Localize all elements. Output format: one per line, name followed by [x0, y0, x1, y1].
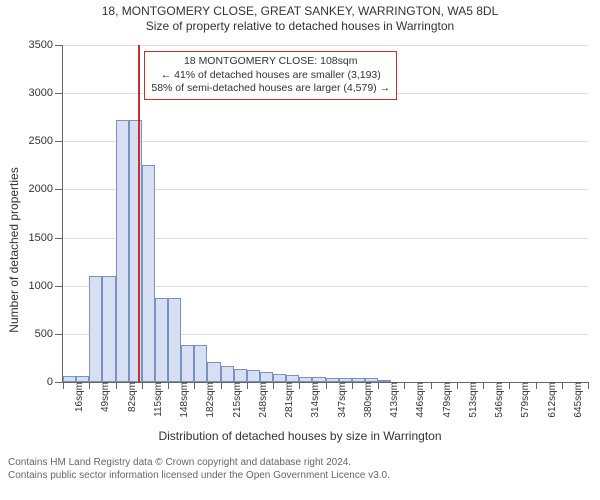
x-tick-label: 248sqm: [250, 382, 269, 418]
histogram-bar: [221, 366, 234, 382]
y-tick-label: 2000: [29, 183, 63, 195]
x-tick: [194, 382, 195, 389]
histogram-bar: [207, 362, 220, 382]
x-tick: [562, 382, 563, 389]
annotation-line-1: 18 MONTGOMERY CLOSE: 108sqm: [151, 55, 390, 69]
histogram-bar: [234, 369, 247, 382]
x-axis-title: Distribution of detached houses by size …: [0, 429, 600, 443]
x-tick: [142, 382, 143, 389]
histogram-bar: [260, 372, 273, 382]
x-tick-label: 678sqm: [591, 382, 600, 418]
histogram-bar: [194, 345, 207, 382]
x-tick: [89, 382, 90, 389]
grid-line: [63, 45, 588, 46]
y-tick-label: 500: [35, 328, 63, 340]
x-tick: [326, 382, 327, 389]
x-tick: [352, 382, 353, 389]
x-tick: [168, 382, 169, 389]
footer: Contains HM Land Registry data © Crown c…: [0, 453, 600, 488]
chart-wrapper: Number of detached properties 0500100015…: [0, 33, 600, 453]
y-tick-label: 1000: [29, 280, 63, 292]
x-tick-label: 513sqm: [460, 382, 479, 418]
annotation-line-2: ← 41% of detached houses are smaller (3,…: [151, 69, 390, 83]
histogram-bar: [102, 276, 115, 382]
histogram-bar: [168, 298, 181, 382]
histogram-bar: [142, 165, 155, 382]
x-tick-label: 380sqm: [355, 382, 374, 418]
y-tick-label: 3500: [29, 39, 63, 51]
x-tick-label: 645sqm: [565, 382, 584, 418]
y-tick-label: 1500: [29, 232, 63, 244]
histogram-bar: [89, 276, 102, 382]
x-tick: [404, 382, 405, 389]
x-tick-label: 182sqm: [197, 382, 216, 418]
x-tick: [457, 382, 458, 389]
histogram-bar: [247, 370, 260, 382]
histogram-bar: [181, 345, 194, 382]
title-address: 18, MONTGOMERY CLOSE, GREAT SANKEY, WARR…: [0, 4, 600, 18]
y-tick-label: 0: [47, 376, 63, 388]
x-tick: [63, 382, 64, 389]
x-tick: [483, 382, 484, 389]
x-tick-label: 215sqm: [224, 382, 243, 418]
plot-area: 0500100015002000250030003500 18 MONTGOME…: [62, 45, 588, 383]
histogram-bar: [273, 374, 286, 382]
y-tick-label: 2500: [29, 135, 63, 147]
x-tick-label: 82sqm: [119, 382, 138, 412]
x-tick: [116, 382, 117, 389]
x-tick-label: 546sqm: [486, 382, 505, 418]
x-tick-label: 16sqm: [66, 382, 85, 412]
x-tick: [299, 382, 300, 389]
x-tick-label: 347sqm: [329, 382, 348, 418]
x-tick: [588, 382, 589, 389]
marker-line: [138, 45, 140, 382]
x-tick: [509, 382, 510, 389]
histogram-bar: [286, 375, 299, 382]
title-subtitle: Size of property relative to detached ho…: [0, 19, 600, 33]
annotation-line-3: 58% of semi-detached houses are larger (…: [151, 82, 390, 96]
x-tick-label: 612sqm: [539, 382, 558, 418]
annotation-box: 18 MONTGOMERY CLOSE: 108sqm ← 41% of det…: [144, 51, 397, 100]
x-tick-label: 148sqm: [171, 382, 190, 418]
x-tick: [273, 382, 274, 389]
x-tick-label: 579sqm: [512, 382, 531, 418]
x-tick: [378, 382, 379, 389]
x-tick-label: 314sqm: [302, 382, 321, 418]
footer-line-1: Contains HM Land Registry data © Crown c…: [8, 457, 592, 470]
footer-line-2: Contains public sector information licen…: [8, 470, 592, 483]
x-tick-label: 281sqm: [276, 382, 295, 418]
y-tick-label: 3000: [29, 87, 63, 99]
histogram-bar: [116, 120, 129, 382]
x-tick-label: 49sqm: [92, 382, 111, 412]
x-tick-label: 413sqm: [381, 382, 400, 418]
x-tick-label: 115sqm: [145, 382, 164, 417]
x-tick: [247, 382, 248, 389]
x-tick: [221, 382, 222, 389]
x-tick: [536, 382, 537, 389]
x-tick-label: 446sqm: [407, 382, 426, 418]
x-tick: [431, 382, 432, 389]
histogram-bar: [155, 298, 168, 382]
grid-line: [63, 141, 588, 142]
chart-header: 18, MONTGOMERY CLOSE, GREAT SANKEY, WARR…: [0, 0, 600, 33]
x-tick-label: 479sqm: [434, 382, 453, 418]
y-axis-title: Number of detached properties: [7, 167, 21, 332]
